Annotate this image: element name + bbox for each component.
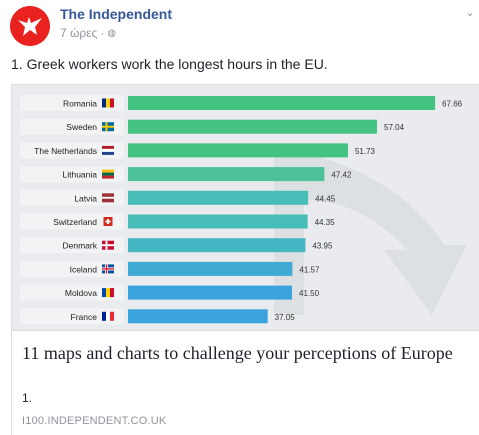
row-label-panel — [20, 284, 124, 301]
chart-row: Denmark 43.95 — [20, 237, 333, 254]
flag-switzerland-icon — [103, 217, 113, 226]
value-label: 47.42 — [331, 171, 352, 180]
flag-iceland-icon — [102, 264, 114, 274]
category-label: Latvia — [74, 193, 97, 203]
category-label: Romania — [63, 99, 97, 109]
chart-row: Lithuania 47.42 — [20, 166, 352, 183]
row-label-panel — [20, 95, 124, 111]
flag-france-icon — [102, 311, 114, 321]
category-label: Switzerland — [53, 217, 97, 227]
link-card-body[interactable]: 11 maps and charts to challenge your per… — [12, 330, 479, 435]
category-label: Denmark — [63, 241, 98, 251]
post-header: The Independent 7 ώρες · ◍ ⌄ — [10, 6, 475, 46]
value-label: 41.50 — [299, 289, 320, 298]
value-label: 43.95 — [312, 242, 333, 251]
bar — [128, 261, 293, 276]
row-label-panel — [20, 237, 124, 254]
category-label: Iceland — [70, 264, 98, 274]
meta-separator: · — [100, 26, 105, 40]
category-label: France — [71, 312, 98, 322]
link-domain: I100.INDEPENDENT.CO.UK — [22, 415, 167, 427]
chart-row: Sweden 57.04 — [20, 118, 405, 135]
value-label: 51.73 — [355, 147, 376, 156]
page-name-link[interactable]: The Independent — [60, 6, 172, 22]
bar — [128, 119, 378, 134]
category-label: Sweden — [66, 122, 97, 132]
chart-row: France 37.05 — [20, 308, 296, 325]
chart-image: Romania 67.66 Sweden 57.04 The Netherlands 51… — [12, 85, 479, 330]
row-label-panel — [20, 189, 124, 206]
flag-moldova-icon — [102, 288, 114, 298]
chart-row: The Netherlands 51.73 — [20, 142, 376, 159]
bar-chart: Romania 67.66 Sweden 57.04 The Netherlands 51… — [20, 95, 467, 325]
post-text: 1. Greek workers work the longest hours … — [11, 56, 328, 72]
link-title[interactable]: 11 maps and charts to challenge your per… — [22, 343, 453, 363]
flag-denmark-icon — [102, 240, 114, 250]
bar — [128, 238, 306, 253]
flag-lithuania-icon — [102, 169, 114, 179]
row-label-panel — [20, 308, 124, 325]
category-label: The Netherlands — [34, 146, 97, 156]
chart-row: Moldova 41.50 — [20, 284, 320, 301]
value-label: 41.57 — [299, 265, 320, 274]
background-arrow-watermark — [274, 147, 467, 315]
category-label: Lithuania — [62, 170, 97, 180]
row-label-panel — [20, 260, 124, 277]
category-label: Moldova — [65, 288, 97, 298]
flag-romania-icon — [102, 98, 114, 108]
row-label-panel — [20, 142, 124, 159]
value-label: 37.05 — [275, 313, 296, 322]
post-meta: 7 ώρες · ◍ — [60, 26, 116, 40]
flag-latvia-icon — [102, 193, 114, 203]
bar — [128, 190, 309, 205]
bar — [128, 143, 348, 158]
independent-eagle-logo-icon — [10, 6, 50, 46]
chart-row: Iceland 41.57 — [20, 260, 320, 277]
flag-netherlands-icon — [102, 145, 114, 155]
chart-row: Romania 67.66 — [20, 95, 463, 111]
chart-row: Switzerland 44.35 — [20, 213, 336, 230]
page-avatar[interactable] — [10, 6, 50, 46]
value-label: 44.35 — [315, 218, 336, 227]
post-timestamp[interactable]: 7 ώρες — [60, 26, 98, 40]
bar — [128, 309, 268, 324]
row-label-panel — [20, 213, 124, 230]
value-label: 57.04 — [384, 123, 405, 132]
flag-sweden-icon — [102, 122, 114, 132]
row-label-panel — [20, 118, 124, 135]
globe-icon: ◍ — [107, 27, 117, 39]
row-label-panel — [20, 166, 124, 183]
value-label: 67.66 — [442, 100, 463, 109]
bar — [128, 214, 308, 229]
bar — [128, 167, 325, 182]
chevron-down-icon[interactable]: ⌄ — [465, 7, 475, 19]
link-description: 1. — [22, 391, 33, 405]
value-label: 44.45 — [315, 194, 336, 203]
bar — [128, 285, 293, 300]
bar — [128, 96, 436, 110]
link-preview-card[interactable]: Romania 67.66 Sweden 57.04 The Netherlands 51… — [11, 84, 479, 435]
chart-row: Latvia 44.45 — [20, 189, 336, 206]
